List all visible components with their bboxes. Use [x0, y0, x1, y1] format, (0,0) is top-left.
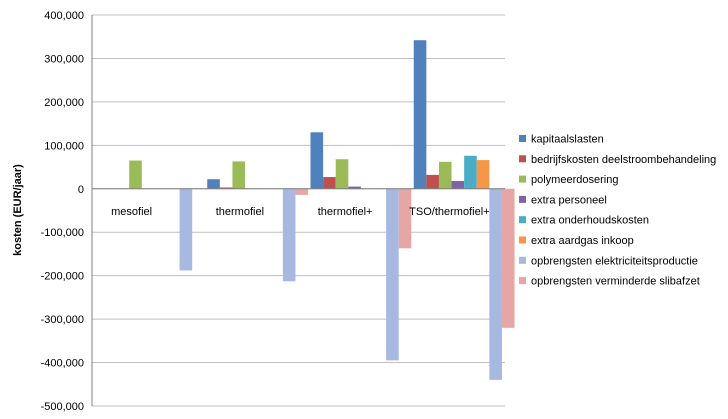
bar [323, 177, 336, 189]
legend-label: bedrijfskosten deelstroombehandeling [531, 154, 716, 166]
legend-label: extra aardgas inkoop [531, 235, 634, 247]
y-tick-label: 0 [78, 184, 84, 196]
y-tick-label: -100,000 [41, 227, 84, 239]
bar [310, 132, 324, 189]
bar [501, 188, 515, 328]
y-tick-label: -400,000 [41, 358, 84, 370]
legend: kapitaalslasten bedrijfskosten deelstroom… [519, 134, 716, 288]
legend-label: opbrengsten elektriciteitsproductie [531, 255, 698, 267]
bar [129, 160, 142, 189]
y-axis-label: kosten (EUR/jaar) [12, 164, 24, 256]
bar [207, 179, 220, 189]
bar [348, 186, 361, 189]
bar [426, 174, 439, 189]
y-tick-label: 400,000 [44, 10, 84, 22]
y-tick-label: 200,000 [44, 97, 84, 109]
bar [413, 40, 427, 189]
legend-swatch [519, 236, 526, 244]
bar [219, 187, 233, 189]
legend-swatch [519, 175, 526, 183]
category-label: mesofiel [111, 206, 152, 218]
legend-swatch [519, 155, 526, 163]
legend-label: polymeerdosering [531, 174, 618, 186]
bar [232, 161, 246, 189]
bar [476, 160, 490, 189]
y-tick-label: 100,000 [44, 140, 84, 152]
legend-swatch [519, 216, 526, 224]
bar [295, 188, 309, 195]
category-label: TSO/thermofiel+ [409, 206, 489, 218]
legend-swatch [519, 277, 526, 285]
axes [91, 15, 505, 406]
bar [451, 180, 465, 189]
y-tick-label: 300,000 [44, 53, 84, 65]
legend-swatch [519, 195, 526, 203]
y-tick-label: -500,000 [41, 401, 84, 413]
bar [464, 155, 477, 189]
category-label: thermofiel [216, 206, 264, 218]
bar [386, 188, 399, 361]
legend-swatch [519, 135, 526, 142]
bars [129, 40, 515, 380]
y-tick-label: -200,000 [41, 271, 84, 283]
category-labels: mesofiel thermofiel thermofiel+ TSO/thermof… [111, 206, 489, 218]
legend-label: opbrengsten verminderde slibafzet [531, 276, 700, 288]
y-tick-label: -300,000 [41, 314, 84, 326]
bar [282, 188, 296, 282]
bar [398, 188, 412, 249]
legend-label: extra personeel [531, 194, 607, 206]
bar [489, 188, 502, 380]
bar [438, 161, 452, 189]
legend-label: extra onderhoudskosten [531, 215, 649, 227]
legend-label: kapitaalslasten [531, 134, 604, 146]
bar [335, 159, 349, 189]
y-tick-labels: 400,000 300,000 200,000 100,000 0 -100,000 -20… [41, 10, 84, 413]
bar [179, 188, 193, 271]
category-label: thermofiel+ [318, 206, 373, 218]
legend-swatch [519, 256, 526, 264]
